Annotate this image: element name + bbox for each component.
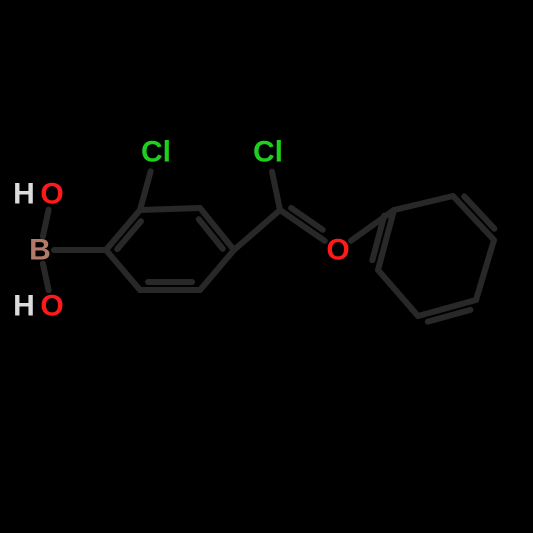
bond — [140, 208, 200, 210]
bond — [43, 210, 49, 237]
bond — [43, 264, 49, 291]
atom-label-Cl1: Cl — [141, 136, 171, 169]
bond — [394, 196, 453, 210]
bond — [200, 250, 234, 290]
atom-label-HO2_H: H — [13, 290, 35, 323]
bond — [106, 250, 140, 290]
bond — [476, 240, 494, 300]
bond — [272, 172, 280, 210]
bond — [378, 270, 418, 316]
bond — [140, 171, 151, 210]
bond — [234, 210, 280, 250]
bonds-group — [43, 171, 494, 321]
atom-label-Cl2: Cl — [253, 136, 283, 169]
atom-label-O3: O — [326, 234, 349, 267]
atom-label-HO2_O: O — [40, 290, 63, 323]
atom-label-HO1_O: O — [40, 178, 63, 211]
atom-label-B: B — [29, 234, 51, 267]
atoms-group: ClClHOBHOO — [13, 136, 350, 323]
atom-label-HO1_H: H — [13, 178, 35, 211]
molecule-diagram: ClClHOBHOO — [0, 0, 533, 533]
